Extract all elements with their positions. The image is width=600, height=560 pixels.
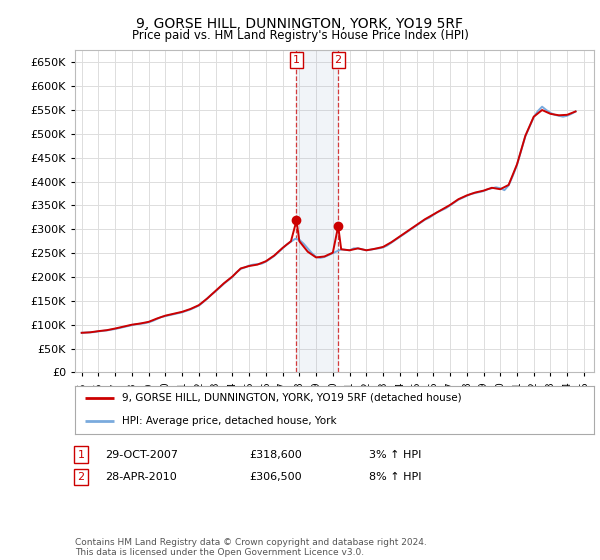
Text: 29-OCT-2007: 29-OCT-2007 [105, 450, 178, 460]
Text: 9, GORSE HILL, DUNNINGTON, YORK, YO19 5RF (detached house): 9, GORSE HILL, DUNNINGTON, YORK, YO19 5R… [122, 393, 461, 403]
Text: £306,500: £306,500 [249, 472, 302, 482]
Text: 8% ↑ HPI: 8% ↑ HPI [369, 472, 421, 482]
Text: 1: 1 [293, 55, 300, 65]
Text: Price paid vs. HM Land Registry's House Price Index (HPI): Price paid vs. HM Land Registry's House … [131, 29, 469, 42]
Text: Contains HM Land Registry data © Crown copyright and database right 2024.
This d: Contains HM Land Registry data © Crown c… [75, 538, 427, 557]
Text: 2: 2 [77, 472, 85, 482]
Bar [296, 50, 338, 372]
Text: 1: 1 [77, 450, 85, 460]
Text: £318,600: £318,600 [249, 450, 302, 460]
Text: 3% ↑ HPI: 3% ↑ HPI [369, 450, 421, 460]
Text: 2: 2 [335, 55, 342, 65]
Text: HPI: Average price, detached house, York: HPI: Average price, detached house, York [122, 416, 337, 426]
Text: 28-APR-2010: 28-APR-2010 [105, 472, 177, 482]
Text: 9, GORSE HILL, DUNNINGTON, YORK, YO19 5RF: 9, GORSE HILL, DUNNINGTON, YORK, YO19 5R… [137, 17, 464, 31]
